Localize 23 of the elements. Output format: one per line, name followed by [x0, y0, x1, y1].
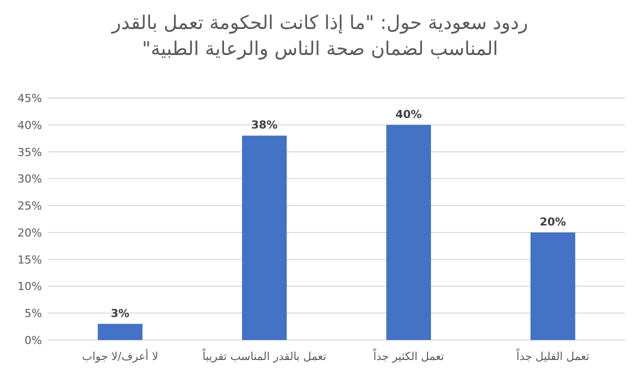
y-tick-label: 40%: [18, 118, 42, 132]
y-tick-label: 30%: [18, 172, 42, 186]
y-tick-label: 45%: [18, 92, 42, 105]
chart-title: ردود سعودية حول: "ما إذا كانت الحكومة تعمل بالقدر المناسب لضمان صحة الناس والرعاية الطبية": [110, 11, 530, 62]
data-label: 40%: [395, 108, 422, 121]
x-tick-label: لا أعرف/لا جواب: [82, 349, 158, 363]
y-tick-label: 10%: [18, 280, 42, 294]
y-tick-label: 15%: [18, 253, 42, 266]
y-tick-label: 25%: [18, 200, 42, 213]
x-tick-label: تعمل القليل جداً: [516, 348, 590, 363]
x-tick-label: تعمل الكثير جداً: [372, 348, 444, 363]
bar: [242, 136, 287, 340]
bar: [530, 232, 576, 340]
y-tick-label: 20%: [18, 226, 42, 240]
y-tick-label: 35%: [18, 146, 42, 159]
y-tick-label: 0%: [24, 334, 42, 347]
data-label: 3%: [110, 306, 130, 320]
y-tick-label: 5%: [24, 307, 42, 320]
bar: [386, 124, 431, 340]
data-label: 38%: [251, 118, 278, 132]
data-label: 20%: [540, 215, 566, 228]
bar: [98, 324, 142, 340]
x-tick-label: تعمل بالقدر المناسب تقريباً: [202, 348, 326, 363]
